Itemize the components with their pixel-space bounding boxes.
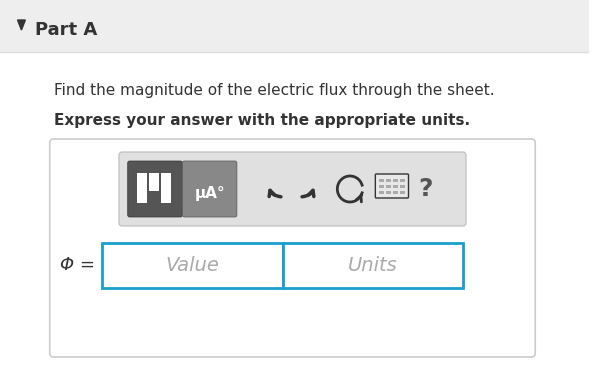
Bar [400, 185, 405, 188]
Text: Part A: Part A [35, 21, 97, 39]
Bar [386, 191, 391, 194]
FancyBboxPatch shape [0, 0, 589, 52]
Text: Find the magnitude of the electric flux through the sheet.: Find the magnitude of the electric flux … [54, 83, 494, 98]
Bar [393, 179, 398, 182]
FancyBboxPatch shape [161, 173, 170, 203]
FancyBboxPatch shape [119, 152, 466, 226]
FancyBboxPatch shape [375, 174, 408, 198]
Bar [393, 191, 398, 194]
FancyBboxPatch shape [127, 161, 182, 217]
FancyBboxPatch shape [149, 173, 159, 191]
FancyBboxPatch shape [283, 243, 463, 288]
Text: Value: Value [165, 256, 219, 275]
Bar [386, 179, 391, 182]
Bar [386, 185, 391, 188]
FancyBboxPatch shape [138, 173, 147, 203]
Text: Units: Units [348, 256, 398, 275]
Bar [400, 179, 405, 182]
Text: Express your answer with the appropriate units.: Express your answer with the appropriate… [54, 112, 470, 128]
Bar [379, 191, 384, 194]
Text: Φ =: Φ = [60, 256, 95, 274]
Bar [379, 179, 384, 182]
FancyBboxPatch shape [102, 243, 283, 288]
FancyBboxPatch shape [50, 139, 535, 357]
Bar [379, 185, 384, 188]
Bar [393, 185, 398, 188]
Text: μA°: μA° [194, 186, 225, 200]
FancyBboxPatch shape [182, 161, 237, 217]
Bar [400, 191, 405, 194]
Text: ?: ? [418, 177, 432, 201]
Polygon shape [18, 20, 25, 30]
